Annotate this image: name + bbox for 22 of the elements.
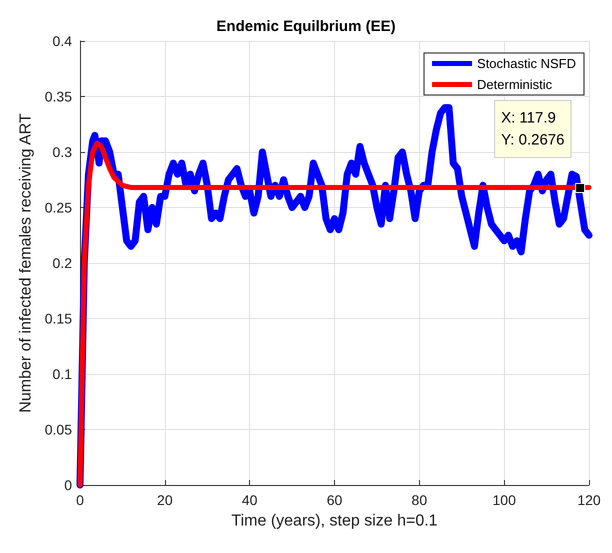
x-tick-label: 20 xyxy=(157,492,173,508)
y-tick-label: 0.4 xyxy=(52,33,72,49)
legend-label: Stochastic NSFD xyxy=(477,56,576,71)
x-tick-label: 80 xyxy=(412,492,428,508)
x-tick-label: 100 xyxy=(492,492,516,508)
x-tick-label: 120 xyxy=(577,492,601,508)
x-tick-label: 60 xyxy=(326,492,342,508)
y-tick-label: 0.05 xyxy=(44,422,72,438)
x-axis-title: Time (years), step size h=0.1 xyxy=(231,512,438,530)
y-tick-label: 0.25 xyxy=(44,200,72,216)
chart-title: Endemic Equilbrium (EE) xyxy=(216,18,396,35)
legend-label: Deterministic xyxy=(477,77,553,92)
y-tick-label: 0.1 xyxy=(52,366,72,382)
annotation: X: 117.9 Y: 0.2676 xyxy=(501,109,564,148)
x-tick-label: 0 xyxy=(76,492,84,508)
y-tick-label: 0 xyxy=(64,477,72,493)
y-tick-label: 0.3 xyxy=(52,144,72,160)
x-tick-label: 40 xyxy=(242,492,258,508)
y-tick-label: 0.2 xyxy=(52,255,72,271)
y-tick-label: 0.15 xyxy=(44,310,72,326)
y-axis-title: Number of infected females receiving ART xyxy=(17,113,34,413)
y-tick-label: 0.35 xyxy=(44,88,72,104)
